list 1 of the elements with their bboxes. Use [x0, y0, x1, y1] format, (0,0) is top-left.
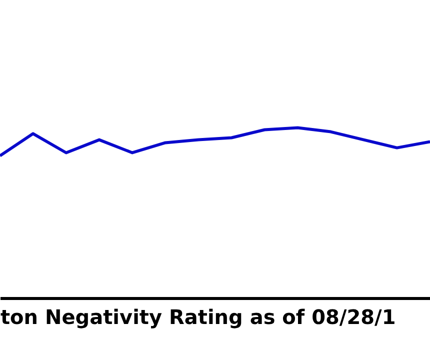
text: ton Negativity Rating as of 08/28/1 — [0, 305, 396, 329]
